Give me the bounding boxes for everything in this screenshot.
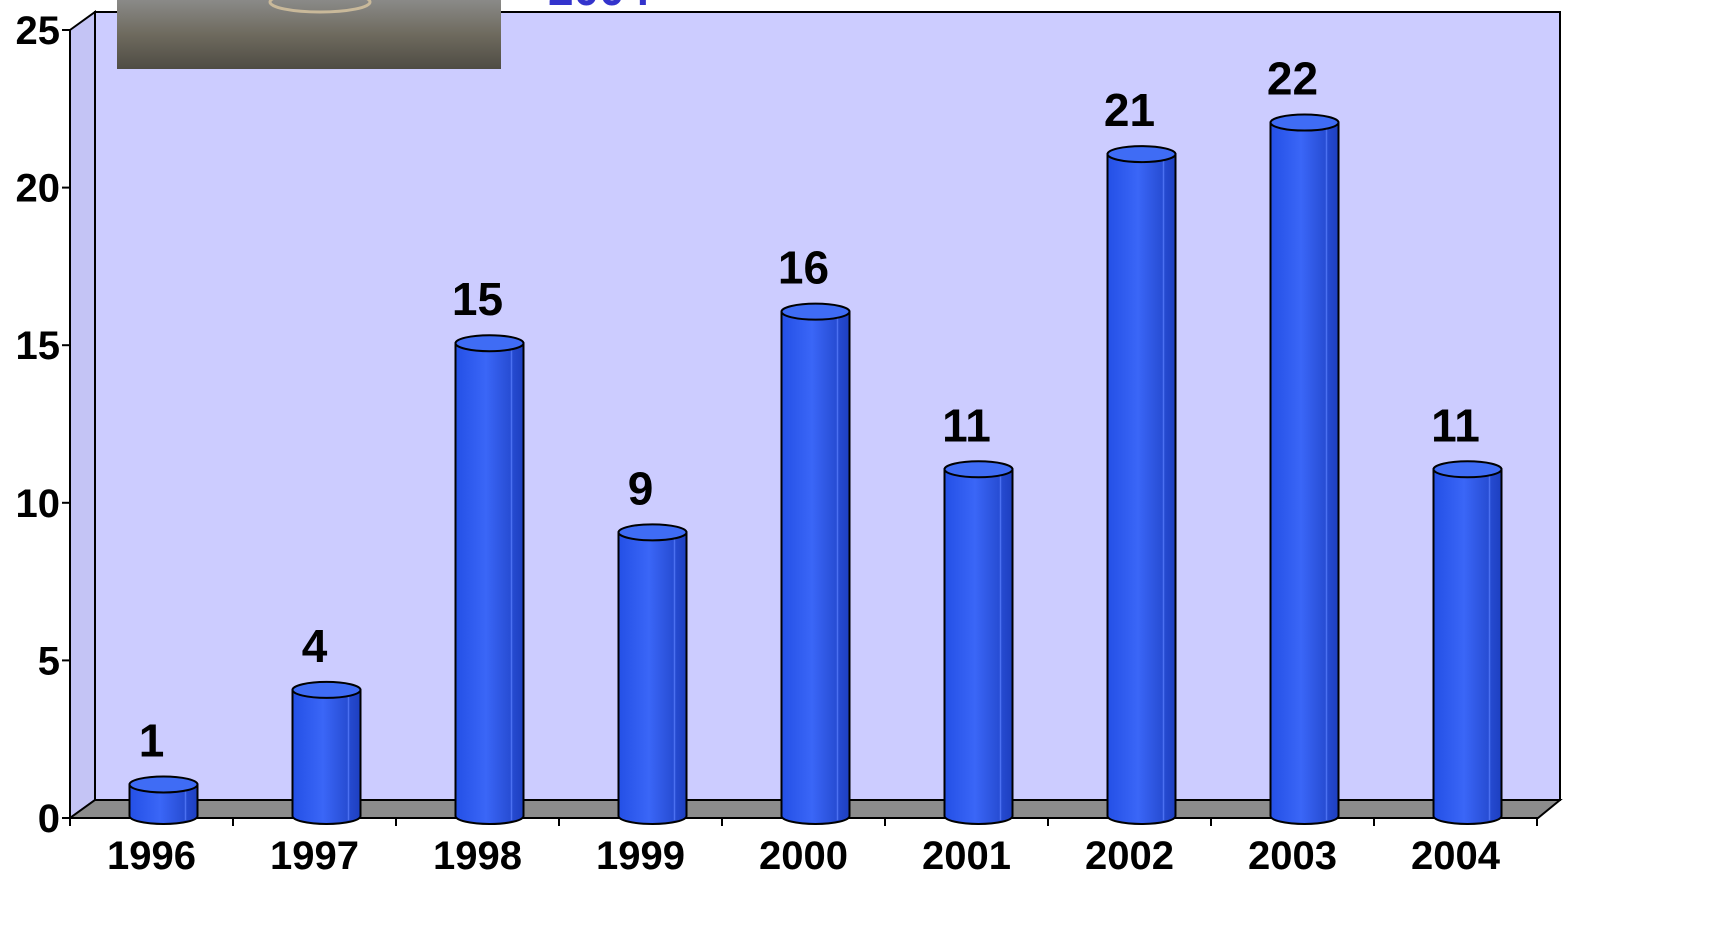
bar-1997 [291, 680, 362, 825]
x-category-label: 1996 [107, 834, 196, 878]
bar-body [780, 310, 851, 825]
bar-top [780, 302, 851, 321]
bar-1998 [454, 334, 525, 825]
data-label: 15 [452, 273, 503, 325]
bar-1999 [617, 523, 688, 825]
bar-2001 [943, 460, 1014, 825]
data-label: 21 [1104, 84, 1155, 136]
y-tick-label: 25 [16, 9, 61, 53]
data-label: 1 [139, 714, 165, 766]
data-label: 4 [302, 620, 328, 672]
x-axis-labels: 1996 1997 1998 1999 2000 2001 2002 2003 2004 [69, 818, 1538, 878]
x-category-label: 2004 [1411, 834, 1501, 878]
bar-body [1106, 153, 1177, 825]
bar-body [128, 783, 199, 825]
bar-2003 [1269, 113, 1340, 825]
bar-body [943, 468, 1014, 825]
data-label: 9 [628, 462, 654, 514]
x-category-label: 1999 [596, 834, 685, 878]
bar-body [291, 688, 362, 825]
x-category-label: 2002 [1085, 834, 1174, 878]
y-tick-label: 20 [16, 167, 61, 211]
bar-top [1432, 460, 1503, 479]
y-tick-label: 10 [16, 482, 61, 526]
bar-body [454, 342, 525, 825]
x-category-label: 1998 [433, 834, 522, 878]
data-label: 16 [778, 242, 829, 294]
data-label: 11 [942, 399, 991, 451]
x-category-label: 2003 [1248, 834, 1337, 878]
x-category-label: 1997 [270, 834, 359, 878]
bar-top [943, 460, 1014, 479]
bar-1996 [128, 775, 199, 825]
x-category-label: 2000 [759, 834, 848, 878]
bar-2004 [1432, 460, 1503, 825]
bar-body [1432, 468, 1503, 825]
data-label: 22 [1267, 53, 1318, 105]
plot-side-wall [69, 10, 96, 820]
x-category-label: 2001 [922, 834, 1011, 878]
bar-top [128, 775, 199, 794]
data-label: 11 [1431, 399, 1480, 451]
y-tick-label: 15 [16, 324, 61, 368]
y-axis-ticks: 0 5 10 15 20 25 [16, 9, 70, 841]
bar-top [1106, 145, 1177, 164]
bar-body [1269, 121, 1340, 825]
chart-title-fragment: 2004 [548, 0, 651, 15]
photo-detail [268, 0, 372, 14]
bar-top [1269, 113, 1340, 132]
bar-2000 [780, 302, 851, 825]
bar-series: 1 4 15 9 16 11 21 22 11 [128, 53, 1503, 825]
bar-top [454, 334, 525, 353]
bar-top [617, 523, 688, 542]
bar-2002 [1106, 145, 1177, 825]
y-tick-label: 0 [38, 797, 60, 841]
bar-body [617, 531, 688, 825]
y-tick-label: 5 [38, 639, 60, 683]
bar-top [291, 680, 362, 699]
